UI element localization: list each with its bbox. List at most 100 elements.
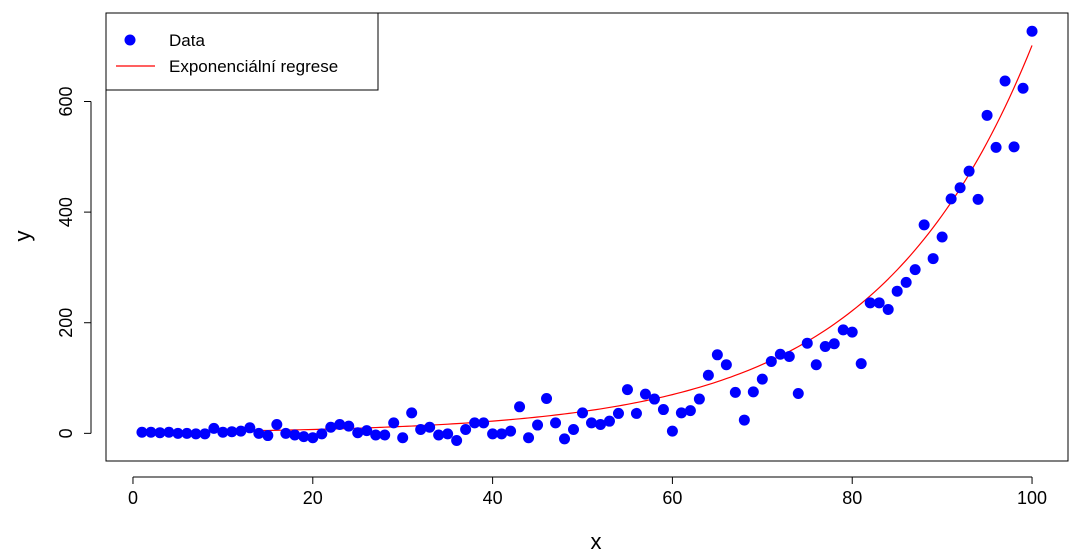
data-point [136,426,148,438]
data-point [577,407,588,419]
data-point [271,419,283,430]
data-point [442,428,454,440]
data-point [738,414,750,426]
data-point [496,428,508,440]
data-point [918,219,930,231]
y-tick-label: 600 [56,86,76,116]
data-point [559,433,571,445]
data-point [289,429,301,441]
data-point [702,369,714,381]
x-tick-label: 100 [1017,488,1047,508]
data-point [145,426,157,438]
data-point [523,432,535,444]
data-point [792,388,804,400]
data-point [424,421,436,433]
data-point [882,303,894,315]
data-point [756,373,768,385]
data-point [154,427,166,439]
data-point [810,359,822,371]
data-point [208,422,220,434]
legend-box [105,12,379,91]
data-point [684,405,696,417]
regression-layer [141,45,1033,433]
data-point [846,326,858,338]
data-point [388,417,400,429]
data-point [936,231,948,243]
data-point [639,388,651,400]
data-point [999,75,1011,87]
y-tick-label: 200 [56,308,76,338]
data-point [262,430,274,442]
data-point [163,426,175,438]
data-point [298,431,310,443]
data-point [864,297,876,309]
data-point [415,423,427,435]
data-point [891,285,903,297]
data-point [253,427,265,439]
data-point [406,407,418,419]
data-point [478,417,490,429]
data-point [783,350,795,362]
data-point [1026,25,1038,37]
data-point [334,419,346,430]
data-point [469,417,481,429]
data-point [630,407,642,419]
x-axis: 0 20 40 60 80 100 [128,476,1047,508]
data-point [720,359,732,371]
data-point [990,141,1002,153]
data-point [774,348,786,360]
data-point [819,341,831,353]
data-point [379,429,391,441]
data-point [675,407,687,419]
data-point [181,427,193,439]
legend-data-label: Data [169,31,205,50]
data-point [945,193,957,205]
data-point [343,420,355,432]
data-point [235,425,247,437]
data-point [711,349,723,361]
data-point [451,435,463,447]
x-tick-label: 80 [842,488,862,508]
data-point [370,429,382,441]
data-point [765,355,777,367]
data-point [190,428,202,440]
y-axis-title: y [10,231,35,242]
legend: Data Exponenciální regrese [105,12,379,91]
data-point [801,337,813,349]
plot-area [105,12,1069,462]
data-point [828,338,840,350]
data-point [568,423,580,435]
data-point [927,253,939,265]
data-point [586,417,597,429]
data-point [352,427,364,439]
data-point [532,419,544,431]
legend-regression-label: Exponenciální regrese [169,57,338,76]
data-point [307,432,319,444]
data-point [873,297,885,309]
data-point [900,276,912,288]
data-point [981,109,993,121]
data-point [397,432,409,444]
x-tick-label: 0 [128,488,138,508]
data-point [837,324,849,336]
data-point [972,193,984,205]
x-axis-title: x [591,529,602,554]
data-point [433,429,445,441]
plot-frame [105,12,1069,462]
data-point [1008,141,1020,153]
x-tick-label: 40 [483,488,503,508]
data-point [666,425,678,437]
y-tick-label: 400 [56,197,76,227]
data-point [954,182,966,194]
data-point [244,422,256,434]
y-tick-label: 0 [56,428,76,438]
data-point [460,423,472,435]
data-point [325,421,337,433]
legend-data-marker [124,34,136,46]
data-point [550,417,562,429]
data-point [172,427,184,439]
data-point [361,425,373,437]
data-point [316,428,328,440]
data-point [963,165,975,177]
